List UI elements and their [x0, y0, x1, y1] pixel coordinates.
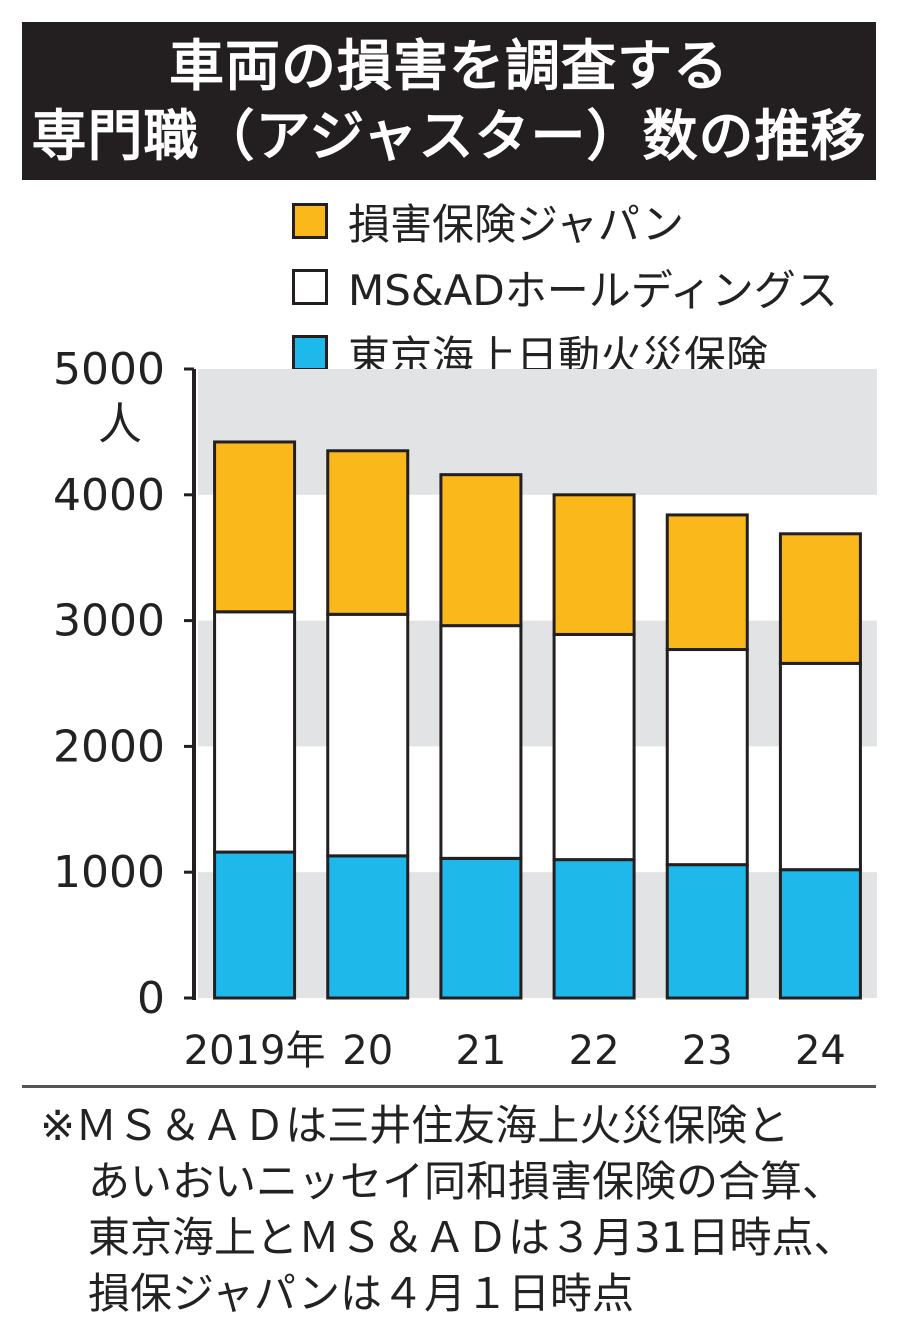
bar-segment-5-1: [778, 661, 862, 872]
title-box: 車両の損害を調査する 専門職（アジャスター）数の推移: [22, 22, 876, 180]
bar-segment-4-0: [665, 863, 749, 1000]
bar-segment-1-0: [326, 854, 410, 1000]
y-tick-label-3: 3000: [53, 596, 165, 647]
y-tick-label-5: 5000: [53, 344, 165, 395]
legend-swatch-msad: [292, 269, 328, 305]
grid-band-4: [198, 369, 877, 495]
bar-segment-5-0: [778, 868, 862, 1000]
bar-segment-2-2: [439, 473, 523, 628]
legend-label-sompo-japan: 損害保険ジャパン: [348, 199, 685, 249]
y-unit-label: 人: [98, 399, 142, 450]
divider-line: [22, 1085, 876, 1088]
legend-swatch-sompo-japan: [292, 203, 328, 239]
x-tick-label-0: 2019年: [184, 1028, 326, 1074]
bar-segment-0-1: [213, 610, 297, 854]
footnote-line-1: ※ＭＳ＆ＡＤは三井住友海上火災保険と: [40, 1101, 790, 1150]
bar-segment-2-1: [439, 624, 523, 860]
legend-swatch-tokio-marine: [292, 335, 328, 371]
bar-segment-5-2: [778, 532, 862, 665]
footnote-line-2: あいおいニッセイ同和損害保険の合算、: [88, 1157, 845, 1206]
bar-segment-2-0: [439, 856, 523, 1000]
y-tick-label-1: 1000: [53, 847, 165, 898]
x-tick-label-5: 24: [795, 1028, 846, 1074]
grid-band-2: [198, 620, 877, 747]
bar-segment-3-2: [552, 493, 636, 636]
y-tick-label-0: 0: [137, 973, 165, 1024]
x-tick-label-3: 22: [569, 1028, 620, 1074]
x-tick-label-2: 21: [455, 1028, 506, 1074]
bar-segment-4-1: [665, 648, 749, 867]
footnote-line-4: 損保ジャパンは４月１日時点: [88, 1269, 635, 1318]
y-tick-label-2: 2000: [53, 721, 165, 772]
bar-segment-3-0: [552, 858, 636, 1000]
bar-segment-3-1: [552, 632, 636, 862]
legend-item-msad: MS&ADホールディングス: [292, 254, 838, 320]
bar-segment-1-1: [326, 612, 410, 858]
x-tick-label-1: 20: [342, 1028, 393, 1074]
bar-segment-4-2: [665, 513, 749, 652]
bar-segment-1-2: [326, 449, 410, 616]
y-tick-label-4: 4000: [53, 470, 165, 521]
footnote-line-3: 東京海上とＭＳ＆ＡＤは３月31日時点、: [88, 1213, 856, 1262]
chart-title-line-1: 車両の損害を調査する: [168, 34, 729, 98]
bar-segment-0-0: [213, 850, 297, 1000]
legend-item-sompo-japan: 損害保険ジャパン: [292, 188, 838, 254]
footnote: ※ＭＳ＆ＡＤは三井住友海上火災保険と あいおいニッセイ同和損害保険の合算、 東京…: [40, 1098, 855, 1322]
chart-title-line-2: 専門職（アジャスター）数の推移: [31, 104, 867, 168]
x-tick-label-4: 23: [682, 1028, 733, 1074]
grid-band-0: [198, 872, 877, 998]
legend-label-msad: MS&ADホールディングス: [348, 265, 838, 315]
bar-segment-0-2: [213, 440, 297, 614]
